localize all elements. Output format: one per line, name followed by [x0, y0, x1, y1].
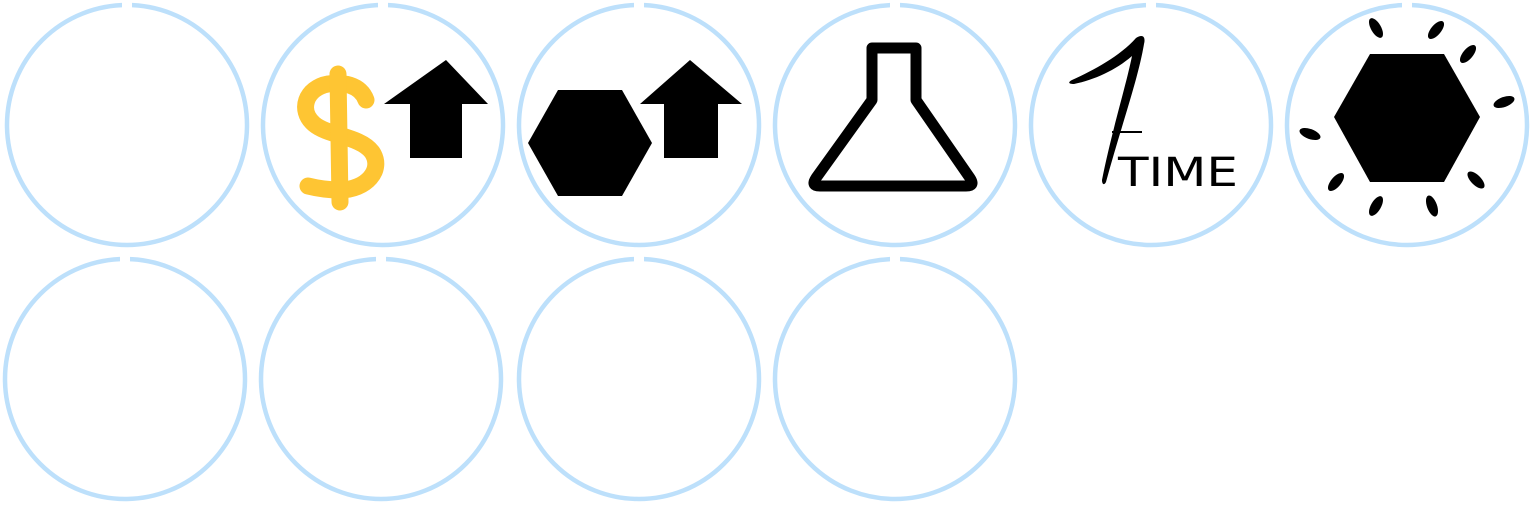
slot-ring: TIME: [1028, 0, 1274, 248]
slot-ring: [772, 256, 1018, 502]
slot-ring: [516, 256, 762, 502]
slot-ring: [260, 0, 506, 248]
currency-upgrade-icon: [297, 60, 488, 211]
upgrade-slot-1[interactable]: [0, 0, 256, 256]
slot-ring: [258, 256, 504, 502]
slot-ring: [772, 0, 1018, 248]
upgrade-slot-7[interactable]: [0, 256, 256, 512]
upgrade-slot-3[interactable]: [512, 0, 768, 256]
upgrade-slot-5[interactable]: TIME: [1024, 0, 1280, 256]
one-time-label: TIME: [1117, 150, 1238, 196]
upgrade-slot-10[interactable]: [768, 256, 1024, 512]
slot-ring: [516, 0, 762, 248]
burst-rays: [1299, 18, 1515, 217]
hexagon-burst-icon: [1299, 18, 1515, 217]
upgrade-slot-9[interactable]: [512, 256, 768, 512]
slot-ring: [2, 256, 248, 502]
one-time-icon: TIME: [1069, 36, 1238, 196]
flask-icon: [808, 42, 978, 192]
upgrade-slot-4[interactable]: [768, 0, 1024, 256]
upgrade-slot-6[interactable]: [1280, 0, 1536, 256]
hexagon-upgrade-icon: [528, 60, 742, 196]
upgrade-slot-8[interactable]: [256, 256, 512, 512]
upgrade-slot-2[interactable]: [256, 0, 512, 256]
slot-ring: [1284, 0, 1530, 248]
slot-ring: [4, 0, 250, 248]
